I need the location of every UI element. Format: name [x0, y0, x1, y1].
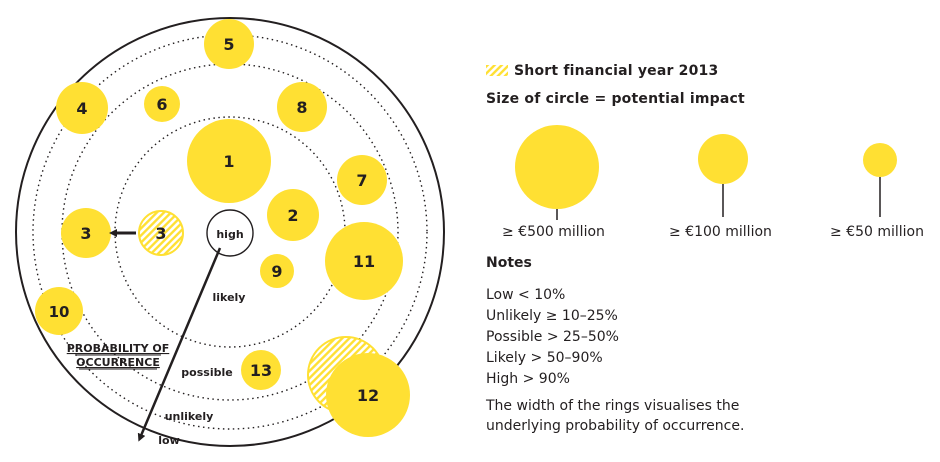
unlikely-ring [32, 34, 428, 430]
note-possible: Possible > 25–50% [486, 329, 619, 345]
risk-bubble-11: 11 [325, 222, 403, 300]
risk-bubble-1: 1 [187, 119, 271, 203]
risk-bubble-2: 2 [267, 189, 319, 241]
svg-text:5: 5 [223, 35, 234, 54]
risk-bubble-9: 9 [260, 254, 294, 288]
ring-label-low: low [158, 434, 180, 447]
legend-panel: Short financial year 2013 Size of circle… [486, 60, 936, 460]
note-unlikely: Unlikely ≥ 10–25% [486, 308, 618, 324]
svg-text:4: 4 [76, 99, 87, 118]
ring-label-high: high [216, 228, 243, 241]
risk-bubble-5: 5 [204, 19, 254, 69]
svg-text:12: 12 [357, 386, 379, 405]
svg-text:9: 9 [271, 262, 282, 281]
note-low: Low < 10% [486, 287, 566, 303]
axis-title-line1: PROBABILITY OF [67, 342, 170, 355]
size-label-100m: ≥ €100 million [669, 224, 772, 240]
hatch-swatch-icon [486, 65, 508, 76]
risk-bubble-3-hatched: 3 [138, 210, 184, 256]
legend-circle-500m [515, 125, 599, 220]
high-center-circle [206, 209, 254, 257]
size-label-500m: ≥ €500 million [502, 224, 605, 240]
axis-title-line2: OCCURRENCE [76, 356, 160, 369]
svg-text:6: 6 [156, 95, 167, 114]
risk-bubble-8: 8 [277, 82, 327, 132]
legend-size-title: Size of circle = potential impact [486, 91, 745, 107]
notes-list: Low < 10% Unlikely ≥ 10–25% Possible > 2… [486, 285, 619, 390]
risk-bubble-7: 7 [337, 155, 387, 205]
risk-bubble-4: 4 [56, 82, 108, 134]
legend-circle-100m [698, 134, 748, 217]
svg-text:3: 3 [155, 224, 166, 243]
svg-text:13: 13 [250, 361, 272, 380]
svg-text:1: 1 [223, 152, 234, 171]
svg-text:7: 7 [356, 171, 367, 190]
probability-axis-arrow [137, 247, 222, 442]
risk-bubble-13: 13 [241, 350, 281, 390]
note-likely: Likely > 50–90% [486, 350, 603, 366]
risk-bubble-6: 6 [144, 86, 180, 122]
ring-label-likely: likely [213, 291, 246, 304]
svg-text:3: 3 [80, 224, 91, 243]
svg-text:11: 11 [353, 252, 375, 271]
svg-text:2: 2 [287, 206, 298, 225]
legend-circle-50m [863, 143, 897, 217]
svg-text:8: 8 [296, 98, 307, 117]
risk-bubble-3: 3 [61, 208, 111, 258]
outer-boundary-ring [15, 17, 445, 447]
legend-short-year: Short financial year 2013 [486, 63, 718, 79]
ring-label-unlikely: unlikely [165, 410, 214, 423]
notes-title: Notes [486, 255, 532, 271]
ring-label-possible: possible [181, 366, 232, 379]
note-high: High > 90% [486, 371, 570, 387]
legend-short-year-label: Short financial year 2013 [514, 63, 719, 79]
notes-explanation: The width of the rings visualises the un… [486, 398, 745, 434]
svg-text:10: 10 [49, 303, 70, 321]
size-label-50m: ≥ €50 million [830, 224, 924, 240]
risk-bubble-10: 10 [35, 287, 83, 335]
risk-bubble-12: 12 [326, 353, 410, 437]
